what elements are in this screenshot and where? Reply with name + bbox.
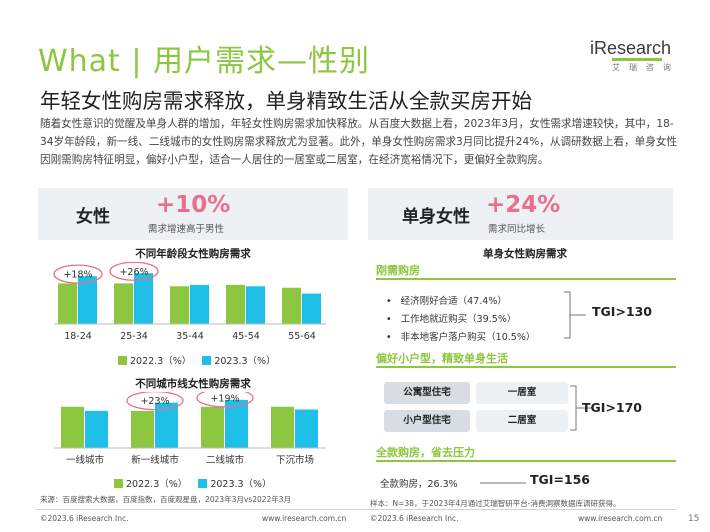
two-bedroom: 二居室 bbox=[476, 410, 568, 432]
bullet-text: 经济刚好合适（47.4%） bbox=[400, 296, 507, 307]
bracket-icon bbox=[570, 385, 592, 431]
tgi-rigid: TGI>130 bbox=[592, 304, 653, 319]
iresearch-logo: iResearch 艾瑞咨询 bbox=[590, 38, 680, 80]
logo-subtitle: 艾瑞咨询 bbox=[612, 63, 680, 72]
logo-bar bbox=[612, 58, 662, 61]
single-female-label: 单身女性 bbox=[402, 207, 470, 227]
bullet-item: • 经济刚好合适（47.4%） bbox=[386, 296, 507, 307]
legend-swatch-2023 bbox=[198, 479, 208, 488]
bar-2022 bbox=[170, 286, 189, 324]
x-tick-label: 35-44 bbox=[176, 331, 204, 342]
city-legend: 2022.3（%） 2023.3（%） bbox=[114, 476, 272, 490]
legend-label-2022: 2022.3（%） bbox=[126, 479, 188, 490]
single-female-growth-note: 需求同比增长 bbox=[488, 224, 546, 235]
bar-2022 bbox=[58, 283, 77, 324]
x-tick-label: 25-34 bbox=[120, 331, 148, 342]
bar-2022 bbox=[114, 283, 133, 324]
page-title: What | 用户需求—性别 bbox=[38, 44, 371, 79]
copyright-right: ©2023.6 iResearch Inc. bbox=[370, 514, 459, 523]
url-left: www.iresearch.com.cn bbox=[262, 514, 347, 523]
annotation-label: +18% bbox=[63, 270, 92, 281]
x-tick-label: 18-24 bbox=[64, 331, 92, 342]
bar-2023 bbox=[78, 276, 97, 324]
intro-paragraph: 随着女性意识的觉醒及单身人群的增加，年轻女性购房需求加快释放。从百度大数据上看，… bbox=[40, 118, 678, 166]
female-label: 女性 bbox=[76, 207, 110, 227]
bar-2022 bbox=[226, 284, 245, 324]
apartment-type: 公寓型住宅 bbox=[384, 382, 470, 404]
tgi-small: TGI>170 bbox=[582, 400, 643, 415]
annotation-label: +26% bbox=[119, 267, 148, 278]
annotation-circle bbox=[196, 392, 254, 408]
bracket-icon bbox=[564, 291, 586, 339]
legend-label-2022: 2022.3（%） bbox=[130, 356, 192, 367]
bar-2023 bbox=[225, 399, 248, 448]
section-divider bbox=[376, 366, 676, 368]
bar-2022 bbox=[61, 406, 84, 448]
bar-2023 bbox=[246, 286, 265, 324]
footer-divider bbox=[36, 509, 676, 510]
age-chart-title: 不同年龄段女性购房需求 bbox=[135, 248, 251, 260]
connector-line bbox=[480, 482, 526, 484]
bar-2023 bbox=[134, 273, 153, 324]
tgi-full: TGI=156 bbox=[530, 472, 591, 487]
bullet-item: • 非本地客户落户购买（10.5%） bbox=[386, 332, 536, 343]
bullet-item: • 工作地就近购买（39.5%） bbox=[386, 314, 517, 325]
x-tick-label: 一线城市 bbox=[66, 454, 105, 466]
section-divider bbox=[376, 460, 676, 462]
small-unit-type: 小户型住宅 bbox=[384, 410, 470, 432]
city-chart: 一线城市 新一线城市 二线城市 下沉市场 +23% +19% bbox=[54, 392, 326, 466]
single-female-growth-figure: +24% bbox=[486, 192, 561, 218]
bar-2023 bbox=[190, 284, 209, 324]
annotation-label: +23% bbox=[140, 396, 169, 407]
bar-2023 bbox=[155, 402, 178, 448]
bar-2023 bbox=[302, 293, 321, 324]
legend-swatch-2022 bbox=[114, 479, 123, 488]
bullet-text: 非本地客户落户购买（10.5%） bbox=[400, 332, 536, 343]
legend-label-2023: 2023.3（%） bbox=[210, 479, 272, 490]
logo-text: iResearch bbox=[590, 38, 672, 58]
full-payment-line: 全款购房，26.3% bbox=[380, 479, 458, 490]
annotation-circle bbox=[126, 392, 184, 411]
city-chart-title: 不同城市线女性购房需求 bbox=[135, 378, 251, 390]
female-growth-figure: +10% bbox=[156, 192, 231, 218]
female-growth-note: 需求增速高于男性 bbox=[148, 224, 225, 235]
section-heading-small: 偏好小户型，精致单身生活 bbox=[376, 352, 508, 365]
section-heading-rigid: 刚需购房 bbox=[376, 264, 420, 277]
section-heading-full: 全款购房，省去压力 bbox=[376, 446, 475, 459]
right-panel-header: 单身女性 +24% 需求同比增长 bbox=[368, 188, 673, 240]
x-tick-label: 二线城市 bbox=[206, 454, 245, 466]
bar-2023 bbox=[295, 409, 318, 448]
annotation-label: +19% bbox=[210, 393, 239, 404]
headline: 年轻女性购房需求释放，单身精致生活从全款买房开始 bbox=[40, 89, 532, 113]
section-divider bbox=[376, 278, 676, 280]
right-source: 样本：N=38，于2023年4月通过艾瑞智研平台-消费洞察数据库调研获得。 bbox=[370, 499, 621, 508]
left-panel-header: 女性 +10% 需求增速高于男性 bbox=[38, 188, 348, 240]
bullet-text: 工作地就近购买（39.5%） bbox=[400, 314, 517, 325]
legend-swatch-2023 bbox=[202, 356, 212, 365]
one-bedroom: 一居室 bbox=[476, 382, 568, 404]
annotation-circle bbox=[53, 264, 103, 284]
annotation-circle bbox=[109, 262, 159, 281]
x-tick-label: 55-64 bbox=[288, 331, 316, 342]
page-number: 15 bbox=[688, 514, 700, 524]
left-source: 来源：百度搜索大数据，百度指数，百度观星盘，2023年3月vs2022年3月 bbox=[40, 495, 292, 504]
bar-2022 bbox=[271, 406, 294, 448]
age-legend: 2022.3（%） 2023.3（%） bbox=[118, 353, 276, 367]
bar-2023 bbox=[85, 410, 108, 448]
url-right: www.iresearch.com.cn bbox=[578, 514, 663, 523]
bar-2022 bbox=[131, 410, 154, 448]
legend-swatch-2022 bbox=[118, 356, 127, 365]
x-tick-label: 新一线城市 bbox=[131, 454, 179, 466]
x-tick-label: 45-54 bbox=[232, 331, 260, 342]
bar-2022 bbox=[201, 406, 224, 448]
copyright-left: ©2023.6 iResearch Inc. bbox=[40, 514, 129, 523]
legend-label-2023: 2023.3（%） bbox=[214, 356, 276, 367]
x-tick-label: 下沉市场 bbox=[276, 454, 314, 466]
bar-2022 bbox=[282, 287, 301, 324]
single-demand-title: 单身女性购房需求 bbox=[483, 248, 567, 260]
age-chart: 18-24 25-34 35-44 45-54 55-64 +18% +26% bbox=[53, 262, 326, 342]
